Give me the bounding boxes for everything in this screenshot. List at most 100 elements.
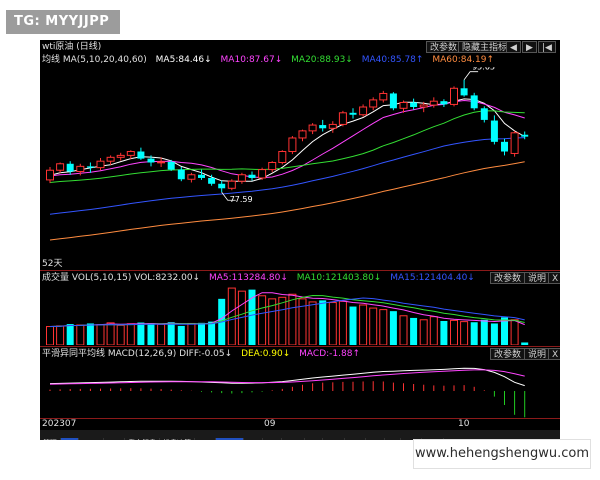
indicator-tab-15[interactable]: CR xyxy=(385,438,402,440)
indicator-tab-17[interactable]: ROC xyxy=(422,438,445,440)
candle-body-22 xyxy=(268,161,277,171)
volume-label: 成交量 VOL(5,10,15) VOL:8232.00↓ xyxy=(42,273,201,283)
candle-body-45 xyxy=(501,141,508,152)
macd-close-button[interactable]: X xyxy=(548,348,560,360)
volume-bar-33 xyxy=(379,309,388,345)
volume-bar-0 xyxy=(46,326,54,345)
volume-bar-32 xyxy=(369,307,378,345)
volume-bar-42 xyxy=(470,322,478,345)
high-price-label: 95.03 xyxy=(472,67,495,72)
edit-params-button[interactable]: 改参数 xyxy=(426,41,462,53)
volume-bar-24 xyxy=(288,293,297,345)
candle-body-40 xyxy=(450,87,458,105)
indicator-tab-7[interactable]: MACD xyxy=(216,438,245,440)
candle-body-39 xyxy=(440,101,448,105)
candle-body-15 xyxy=(198,174,205,178)
ma-line-ma10 xyxy=(49,99,525,179)
site-url: www.hehengshengwu.com xyxy=(414,440,590,468)
candle-body-19 xyxy=(237,174,246,182)
scroll-left-button[interactable]: ◀ xyxy=(506,41,521,53)
scroll-right-button[interactable]: ▶ xyxy=(522,41,537,53)
volume-ma-line-5 xyxy=(49,292,525,327)
indicator-tab-1[interactable]: MA xyxy=(61,438,79,440)
indicator-tab-13[interactable]: DMI xyxy=(345,438,366,440)
volume-bar-37 xyxy=(419,319,428,345)
ma-legend: 均线 MA(5,10,20,40,60) MA5:84.46↓ MA10:87.… xyxy=(40,53,560,67)
ma40-value: MA40:85.78↑ xyxy=(361,55,424,65)
candle-body-13 xyxy=(177,169,185,180)
volume-bar-41 xyxy=(460,321,469,345)
indicator-tab-5[interactable]: 操盘决策 xyxy=(160,438,196,440)
indicator-tab-8[interactable]: KDJ xyxy=(244,438,264,440)
volume-bar-13 xyxy=(177,325,185,345)
ma5-value: MA5:84.46↓ xyxy=(155,55,212,65)
indicator-tab-14[interactable]: CCI xyxy=(366,438,385,440)
volume-chart xyxy=(46,287,529,345)
macd-diff-line xyxy=(49,367,525,387)
vol-ma10-value: MA10:121403.80↓ xyxy=(296,273,382,283)
volume-bar-44 xyxy=(490,323,498,345)
volume-bar-22 xyxy=(268,298,277,345)
volume-bar-3 xyxy=(76,324,85,345)
macd-edit-params-button[interactable]: 改参数 xyxy=(490,348,526,360)
macd-legend: 平滑异同平均线 MACD(12,26,9) DIFF:-0.05↓ DEA:0.… xyxy=(40,347,560,361)
indicator-tab-16[interactable]: ATR xyxy=(401,438,422,440)
macd-label: 平滑异同平均线 MACD(12,26,9) DIFF:-0.05↓ xyxy=(42,349,233,359)
volume-bar-7 xyxy=(116,324,125,345)
candle-body-34 xyxy=(389,93,397,109)
indicator-tab-9[interactable]: RSI xyxy=(263,438,282,440)
volume-bar-20 xyxy=(248,289,256,345)
chart-terminal: wti原油 (日线) 改参数 隐藏主指标 ◀ ▶ |◀ 均线 MA(5,10,2… xyxy=(40,40,560,440)
candle-body-25 xyxy=(298,130,307,139)
macd-dea-line xyxy=(49,369,525,385)
indicator-tab-12[interactable]: OBV xyxy=(323,438,346,440)
jump-start-button[interactable]: |◀ xyxy=(538,41,556,53)
volume-close-button[interactable]: X xyxy=(548,272,560,284)
vol-ma5-value: MA5:113284.80↓ xyxy=(208,273,288,283)
candle-body-31 xyxy=(359,106,368,116)
volume-bar-27 xyxy=(319,300,327,345)
candle-body-32 xyxy=(369,99,378,108)
candle-body-5 xyxy=(96,160,105,169)
indicator-tab-4[interactable]: 集合解盘 xyxy=(125,438,161,440)
volume-bar-36 xyxy=(410,317,418,345)
candle-body-42 xyxy=(470,95,478,109)
volume-bar-15 xyxy=(198,322,205,345)
watermark-label: TG: MYYJJPP xyxy=(6,10,120,34)
indicator-tab-3[interactable]: SAR xyxy=(104,438,126,440)
ma60-value: MA60:84.19↑ xyxy=(432,55,495,65)
hide-main-indicator-button[interactable]: 隐藏主指标 xyxy=(458,41,512,53)
indicator-tab-0[interactable]: 管理 xyxy=(40,438,61,440)
indicator-tab-10[interactable]: BIAS xyxy=(282,438,305,440)
candle-body-47 xyxy=(521,134,529,137)
panel-divider-3 xyxy=(40,418,560,419)
indicator-tab-6[interactable]: VOL xyxy=(195,438,217,440)
candle-body-1 xyxy=(56,163,65,171)
volume-ma-line-15 xyxy=(49,297,525,327)
candle-body-4 xyxy=(86,166,94,168)
indicator-tab-11[interactable]: WR xyxy=(305,438,324,440)
candle-body-9 xyxy=(137,151,145,159)
ma-line-ma40 xyxy=(49,137,525,215)
volume-bar-47 xyxy=(521,342,529,345)
vol-ma15-value: MA15:121404.40↓ xyxy=(390,273,475,283)
macd-help-button[interactable]: 说明 xyxy=(524,348,551,360)
dea-value: DEA:0.90↓ xyxy=(241,349,291,359)
volume-help-button[interactable]: 说明 xyxy=(524,272,551,284)
volume-bar-4 xyxy=(86,323,94,345)
candle-body-38 xyxy=(429,100,438,106)
candle-body-17 xyxy=(218,183,226,189)
volume-bar-5 xyxy=(96,324,105,345)
candle-body-23 xyxy=(278,151,287,163)
volume-bar-46 xyxy=(510,319,519,345)
indicator-tab-bar: 管理MABOLLSAR集合解盘操盘决策VOLMACDKDJRSIBIASWROB… xyxy=(40,430,560,440)
candle-body-10 xyxy=(147,158,155,163)
high-pointer xyxy=(463,71,479,80)
volume-bar-30 xyxy=(349,306,357,345)
ma-label: 均线 MA(5,10,20,40,60) xyxy=(42,55,147,65)
volume-edit-params-button[interactable]: 改参数 xyxy=(490,272,526,284)
volume-bar-39 xyxy=(440,321,448,345)
candle-body-6 xyxy=(106,156,115,162)
indicator-tab-2[interactable]: BOLL xyxy=(79,438,104,440)
candle-body-27 xyxy=(319,125,327,129)
